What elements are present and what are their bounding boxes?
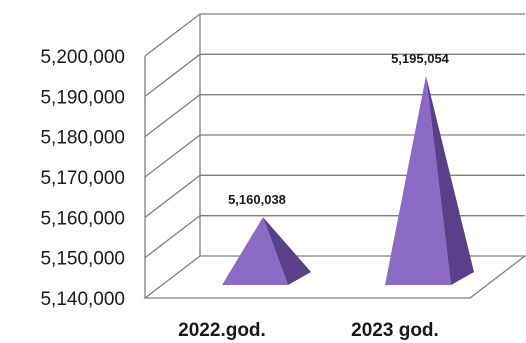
data-label: 5,195,054 bbox=[391, 51, 450, 66]
y-tick-label: 5,190,000 bbox=[40, 87, 125, 108]
pyramid-front-face bbox=[385, 75, 451, 285]
pyramid-side-face bbox=[263, 217, 311, 285]
pyramid-bar bbox=[385, 75, 474, 285]
y-axis-ticks: 5,140,000 5,150,000 5,160,000 5,170,000 5,18… bbox=[40, 47, 125, 310]
y-tick-label: 5,170,000 bbox=[40, 168, 125, 189]
data-labels: 5,160,038 5,195,054 bbox=[228, 51, 450, 207]
floor-plane bbox=[143, 255, 526, 299]
pyramid-side-face bbox=[426, 75, 474, 285]
y-tick-label: 5,180,000 bbox=[40, 128, 125, 149]
gridline bbox=[144, 174, 525, 218]
x-category-label: 2022.god. bbox=[178, 320, 266, 341]
y-tick-label: 5,160,000 bbox=[40, 208, 125, 229]
chart-bars bbox=[222, 75, 474, 285]
pyramid-front-face bbox=[222, 217, 288, 285]
y-tick-label: 5,200,000 bbox=[40, 47, 125, 68]
gridline bbox=[144, 134, 525, 178]
pyramid-bar bbox=[222, 217, 311, 285]
y-tick-label: 5,140,000 bbox=[40, 289, 125, 310]
gridline bbox=[144, 53, 525, 97]
data-label: 5,160,038 bbox=[228, 192, 286, 207]
x-category-label: 2023 god. bbox=[351, 320, 439, 341]
x-axis-categories: 2022.god. 2023 god. bbox=[178, 320, 439, 341]
y-tick-label: 5,150,000 bbox=[40, 249, 125, 270]
gridline bbox=[144, 94, 525, 138]
chart-grid bbox=[143, 13, 526, 299]
gridline bbox=[144, 13, 525, 57]
